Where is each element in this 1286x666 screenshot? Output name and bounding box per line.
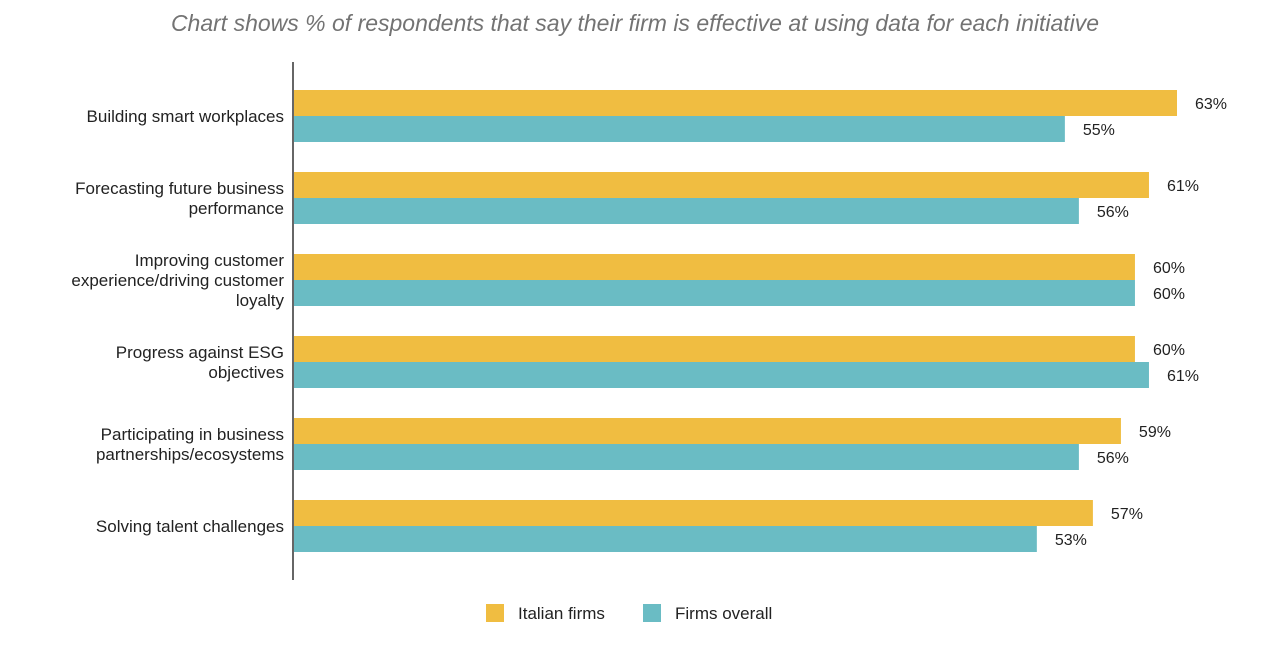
- category-label-line: Improving customer: [135, 251, 285, 270]
- data-label: 63%: [1195, 96, 1227, 113]
- category-label-line: Forecasting future business: [75, 179, 284, 198]
- category-label: Participating in business partnerships/ec…: [96, 425, 284, 464]
- category-label-line: Progress against ESG: [116, 343, 284, 362]
- chart-title: Chart shows % of respondents that say th…: [170, 10, 1100, 36]
- bar-italian-firms: [294, 500, 1093, 526]
- category-label-line: Building smart workplaces: [87, 107, 284, 126]
- bar-italian-firms: [294, 90, 1177, 116]
- data-label: 61%: [1167, 178, 1199, 195]
- data-label: 60%: [1153, 342, 1185, 359]
- category-label-line: objectives: [208, 363, 284, 382]
- bar-firms-overall: [294, 280, 1135, 306]
- bar-firms-overall: [294, 116, 1065, 142]
- data-label: 59%: [1139, 424, 1171, 441]
- bar-italian-firms: [294, 254, 1135, 280]
- category-label-line: Solving talent challenges: [96, 517, 284, 536]
- category-label: Forecasting future business performance: [75, 179, 284, 218]
- legend-label: Firms overall: [675, 604, 772, 623]
- category-label: Solving talent challenges: [96, 517, 284, 536]
- bar-italian-firms: [294, 172, 1149, 198]
- legend-swatch-firms-overall: [643, 604, 661, 622]
- bar-firms-overall: [294, 362, 1149, 388]
- bar-italian-firms: [294, 418, 1121, 444]
- category-label: Improving customer experience/driving cus…: [71, 251, 284, 310]
- bar-firms-overall: [294, 526, 1037, 552]
- data-label: 55%: [1083, 122, 1115, 139]
- data-label: 60%: [1153, 286, 1185, 303]
- category-label-line: partnerships/ecosystems: [96, 445, 284, 464]
- category-label-line: performance: [189, 199, 284, 218]
- category-label-line: experience/driving customer: [71, 271, 284, 290]
- data-label: 56%: [1097, 204, 1129, 221]
- category-label: Progress against ESG objectives: [116, 343, 284, 382]
- category-label-line: loyalty: [236, 291, 285, 310]
- bar-firms-overall: [294, 444, 1079, 470]
- data-label: 60%: [1153, 260, 1185, 277]
- data-label: 57%: [1111, 506, 1143, 523]
- data-label: 56%: [1097, 450, 1129, 467]
- category-label: Building smart workplaces: [87, 107, 284, 126]
- legend-swatch-italian-firms: [486, 604, 504, 622]
- bar-italian-firms: [294, 336, 1135, 362]
- category-label-line: Participating in business: [101, 425, 284, 444]
- data-label: 53%: [1055, 532, 1087, 549]
- data-label: 61%: [1167, 368, 1199, 385]
- bar-firms-overall: [294, 198, 1079, 224]
- legend-label: Italian firms: [518, 604, 605, 623]
